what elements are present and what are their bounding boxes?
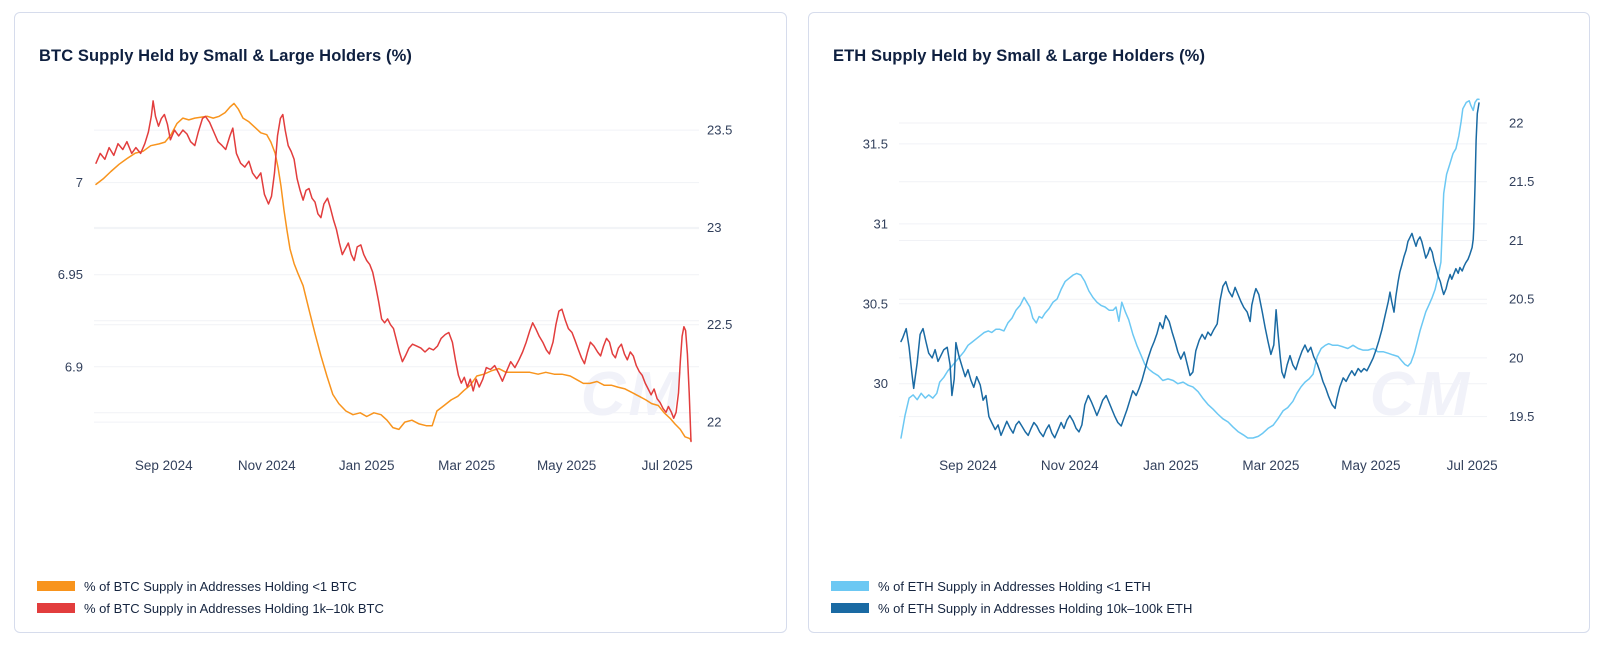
x-axis-label: Jan 2025 [339,458,395,473]
right-axis-tick-label: 19.5 [1509,409,1534,424]
left-axis-tick-label: 31.5 [863,136,888,151]
right-axis-tick-label: 22 [1509,116,1523,131]
x-axis-label: Mar 2025 [438,458,495,473]
legend-swatch [831,581,869,591]
btc-chart-card: BTC Supply Held by Small & Large Holders… [14,12,787,633]
right-axis-tick-label: 22.5 [707,317,732,332]
x-axis-label: Nov 2024 [1041,458,1099,473]
legend-swatch [37,603,75,613]
series-line [95,100,692,443]
legend-item[interactable]: % of ETH Supply in Addresses Holding 10k… [831,597,1192,619]
right-axis-tick-label: 23 [707,220,721,235]
series-line [95,102,692,442]
right-axis-tick-label: 20.5 [1509,292,1534,307]
x-axis-label: Jul 2025 [1447,458,1498,473]
x-axis-label: Mar 2025 [1242,458,1299,473]
eth-line-chart: CM 31.5 31 30.5 30 22 21.5 21 20.5 20 19.5 Sep 2024… [863,98,1534,473]
eth-chart-card: ETH Supply Held by Small & Large Holders… [808,12,1590,633]
legend-label: % of ETH Supply in Addresses Holding <1 … [878,578,1151,594]
legend-label: % of ETH Supply in Addresses Holding 10k… [878,600,1193,616]
left-axis-tick-label: 6.95 [58,267,83,282]
x-axis-label: Jul 2025 [642,458,693,473]
x-axis-label: Sep 2024 [939,458,997,473]
left-axis-tick-label: 30 [874,376,888,391]
right-axis-tick-label: 23.5 [707,123,732,138]
cm-watermark: CM [1370,360,1472,429]
left-axis-tick-label: 6.9 [65,359,83,374]
right-axis-tick-label: 21 [1509,233,1523,248]
legend-item[interactable]: % of BTC Supply in Addresses Holding 1k–… [37,597,384,619]
legend-item[interactable]: % of ETH Supply in Addresses Holding <1 … [831,575,1192,597]
left-axis-tick-label: 7 [76,175,83,190]
x-axis-label: May 2025 [537,458,596,473]
series-line [900,102,1480,439]
legend-swatch [37,581,75,591]
btc-chart-legend: % of BTC Supply in Addresses Holding <1 … [37,575,384,619]
legend-swatch [831,603,869,613]
left-axis-tick-label: 31 [874,216,888,231]
right-axis-tick-label: 22 [707,415,721,430]
left-axis-tick-label: 30.5 [863,296,888,311]
series-line [900,98,1480,439]
right-axis-tick-label: 21.5 [1509,174,1534,189]
btc-line-chart: CM 7 6.95 6.9 23.5 23 22.5 22 Sep 2024 Nov 2024 Ja… [58,100,732,473]
btc-chart-title: BTC Supply Held by Small & Large Holders… [39,47,412,65]
legend-label: % of BTC Supply in Addresses Holding <1 … [84,578,357,594]
x-axis-label: Jan 2025 [1143,458,1199,473]
legend-label: % of BTC Supply in Addresses Holding 1k–… [84,600,384,616]
x-axis-label: May 2025 [1341,458,1400,473]
legend-item[interactable]: % of BTC Supply in Addresses Holding <1 … [37,575,384,597]
cm-watermark: CM [581,360,683,429]
x-axis-label: Sep 2024 [135,458,193,473]
eth-chart-title: ETH Supply Held by Small & Large Holders… [833,47,1206,65]
right-axis-tick-label: 20 [1509,350,1523,365]
x-axis-label: Nov 2024 [238,458,296,473]
eth-chart-legend: % of ETH Supply in Addresses Holding <1 … [831,575,1192,619]
